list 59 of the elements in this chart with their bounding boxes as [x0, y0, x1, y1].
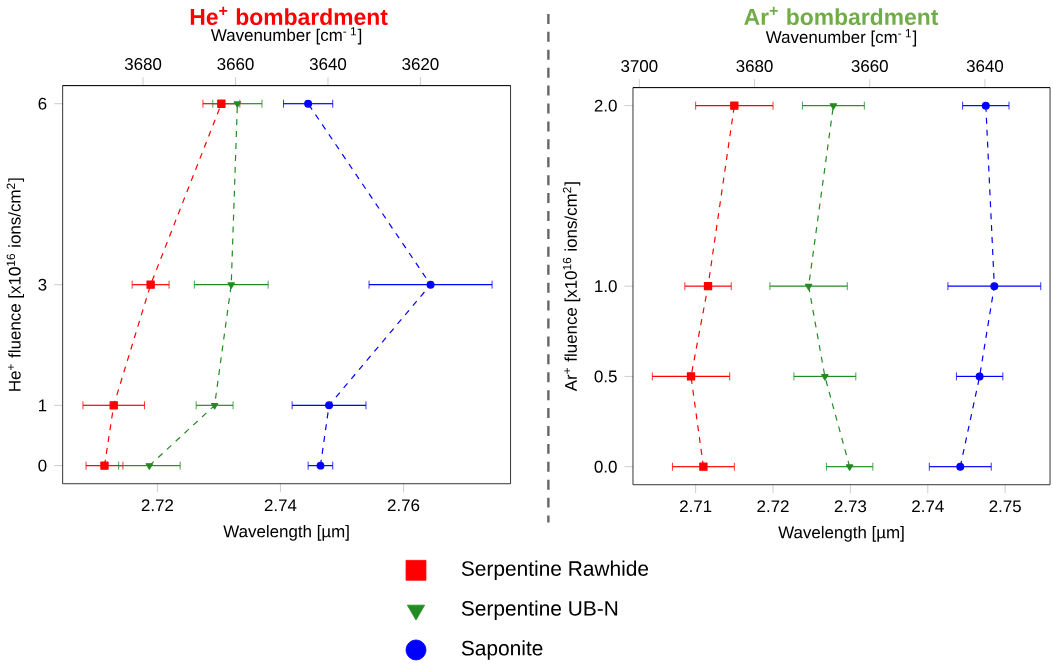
x2-tick-label: 3640 — [309, 58, 347, 71]
x-tick-label: 2.76 — [387, 499, 420, 512]
point — [699, 462, 708, 471]
y-tick-label: 6 — [38, 97, 47, 110]
point — [325, 401, 334, 410]
x-axis-title: Wavelength [µm] — [778, 525, 904, 542]
y-tick-label: 1 — [38, 399, 47, 412]
x-tick-label: 2.74 — [912, 500, 944, 513]
point — [730, 101, 739, 110]
x2-tick-label: 3700 — [621, 60, 658, 73]
y-tick-label: 2.0 — [594, 99, 617, 112]
point — [821, 374, 829, 381]
x2-axis-title: Wavenumber [cm$^{- 1}$] — [210, 27, 362, 45]
x2-tick-label: 3680 — [124, 58, 162, 71]
x2-tick-label: 3640 — [966, 60, 1004, 73]
x-tick-label: 2.72 — [141, 499, 174, 512]
point — [703, 282, 713, 291]
point — [109, 401, 118, 410]
y-tick-label: 3 — [38, 278, 47, 291]
x-tick-label: 2.72 — [757, 500, 789, 513]
y-tick-label: 1.0 — [595, 280, 617, 293]
chart-title: Ar$^{+}$ bombardment — [744, 6, 939, 26]
y-tick-label: 0 — [38, 459, 47, 472]
point — [146, 280, 155, 289]
x2-tick-label: 3620 — [402, 58, 439, 71]
point — [217, 99, 226, 108]
y-axis-title: He$^{+}$ fluence [x10$^{16}$ ions/cm$^{2}$] — [6, 178, 25, 391]
point — [210, 402, 219, 410]
point — [100, 461, 109, 470]
point — [804, 283, 813, 291]
legend-label: Serpentine Rawhide — [461, 560, 649, 581]
point — [686, 372, 696, 381]
point — [990, 282, 999, 291]
legend-label: Saponite — [461, 640, 543, 660]
point — [829, 103, 838, 110]
point — [956, 462, 965, 471]
point — [304, 99, 313, 108]
legend-label: Serpentine UB-N — [461, 600, 618, 620]
x-tick-label: 2.74 — [264, 499, 297, 512]
x2-tick-label: 3660 — [217, 58, 254, 71]
point — [316, 461, 325, 470]
x-tick-label: 2.71 — [680, 500, 712, 513]
point — [227, 282, 235, 289]
x2-axis-title: Wavenumber [cm$^{- 1}$] — [765, 29, 917, 47]
point — [426, 280, 435, 289]
x2-tick-label: 3660 — [851, 60, 888, 73]
x2-tick-label: 3680 — [736, 60, 773, 73]
point — [981, 101, 990, 110]
x-tick-label: 2.75 — [989, 500, 1021, 513]
y-tick-label: 0.0 — [594, 460, 617, 473]
y-axis-title: Ar$^{+}$ fluence [x10$^{16}$ ions/cm$^{2}$] — [562, 182, 581, 392]
x-axis-title: Wavelength [µm] — [223, 524, 349, 541]
chart-title: He$^{+}$ bombardment — [190, 6, 388, 26]
point — [145, 463, 154, 470]
x-tick-label: 2.73 — [834, 500, 867, 513]
point — [845, 464, 854, 471]
point — [975, 372, 984, 381]
y-tick-label: 0.5 — [594, 370, 617, 383]
point — [233, 101, 242, 108]
